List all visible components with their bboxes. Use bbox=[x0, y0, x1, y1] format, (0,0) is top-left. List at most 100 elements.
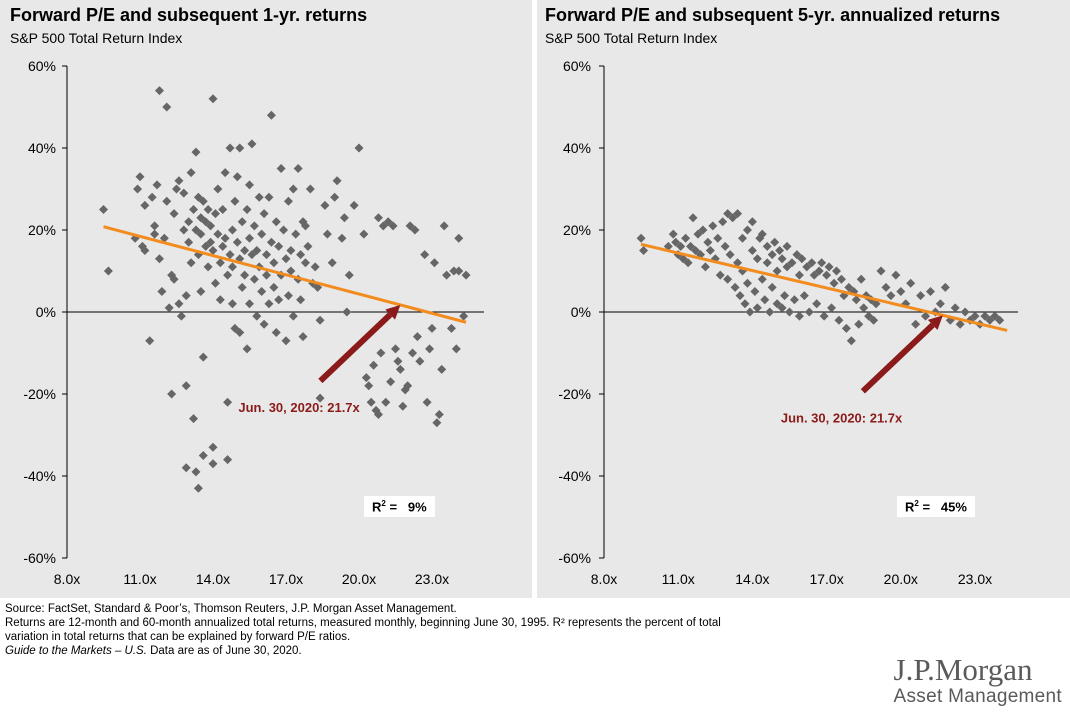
data-point bbox=[242, 344, 252, 354]
data-point bbox=[767, 250, 777, 260]
guide-note: Guide to the Markets – U.S. Data are as … bbox=[5, 644, 721, 658]
x-tick-label: 17.0x bbox=[809, 571, 843, 587]
data-point bbox=[208, 459, 218, 469]
data-point bbox=[262, 250, 272, 260]
x-tick-label: 23.0x bbox=[958, 571, 992, 587]
data-point bbox=[668, 229, 678, 239]
data-point bbox=[344, 270, 354, 280]
data-point bbox=[393, 356, 403, 366]
data-point bbox=[451, 344, 461, 354]
logo-wordmark: J.P.Morgan bbox=[893, 652, 1033, 687]
data-point bbox=[198, 352, 208, 362]
data-point bbox=[169, 274, 179, 284]
data-point bbox=[896, 287, 906, 296]
data-point bbox=[691, 246, 701, 255]
data-point bbox=[279, 225, 289, 235]
data-point bbox=[681, 233, 691, 243]
data-point bbox=[376, 348, 386, 358]
data-point bbox=[252, 246, 262, 255]
data-point bbox=[745, 307, 755, 317]
data-point bbox=[172, 184, 181, 194]
data-point bbox=[266, 237, 276, 247]
data-point bbox=[446, 323, 456, 333]
data-point bbox=[708, 221, 718, 231]
data-point bbox=[315, 393, 325, 403]
data-point bbox=[198, 451, 208, 460]
data-point bbox=[780, 291, 790, 301]
data-point bbox=[836, 274, 846, 284]
data-point bbox=[757, 274, 767, 284]
data-point bbox=[789, 295, 799, 305]
data-point bbox=[203, 205, 213, 214]
scatter-plot-1yr: 60% 40% 20% 0% -20% -40% -60% 8.0x 11.0x 14.0x 17.… bbox=[23, 58, 484, 587]
data-point bbox=[762, 258, 772, 268]
r-squared-value: 45% bbox=[940, 499, 967, 515]
data-point bbox=[288, 184, 298, 194]
y-tick-label: 60% bbox=[563, 58, 591, 74]
data-point bbox=[782, 262, 792, 272]
data-point bbox=[678, 254, 688, 264]
data-point bbox=[174, 176, 184, 186]
trend-line bbox=[103, 225, 467, 324]
data-point bbox=[762, 241, 772, 251]
data-point bbox=[225, 143, 235, 153]
data-point bbox=[283, 291, 293, 301]
chart-subtitle: S&P 500 Total Return Index bbox=[10, 30, 183, 46]
data-point bbox=[686, 241, 696, 251]
x-tick-label: 8.0x bbox=[591, 571, 617, 587]
data-point bbox=[725, 250, 735, 260]
data-point bbox=[639, 246, 649, 255]
data-point bbox=[259, 209, 269, 219]
data-point bbox=[366, 397, 376, 407]
data-point bbox=[276, 164, 286, 173]
data-point bbox=[337, 233, 347, 243]
data-point bbox=[688, 213, 698, 223]
data-point bbox=[785, 307, 794, 317]
data-point bbox=[140, 246, 150, 255]
chart-panel-5yr: Forward P/E and subsequent 5-yr. annuali… bbox=[537, 0, 1070, 598]
footnotes: Source: FactSet, Standard & Poor’s, Thom… bbox=[5, 602, 721, 658]
data-point bbox=[179, 188, 189, 198]
data-point bbox=[147, 192, 157, 202]
data-point bbox=[738, 233, 748, 243]
data-point bbox=[705, 246, 715, 255]
data-point bbox=[167, 389, 177, 399]
data-point bbox=[733, 209, 743, 219]
data-point bbox=[159, 233, 169, 243]
data-point bbox=[223, 455, 233, 465]
data-point bbox=[757, 229, 767, 239]
data-point bbox=[636, 233, 646, 243]
data-point bbox=[140, 200, 150, 210]
data-point bbox=[819, 311, 829, 321]
chart-panel-1yr: Forward P/E and subsequent 1-yr. returns… bbox=[0, 0, 532, 598]
data-point bbox=[245, 299, 254, 309]
data-point bbox=[995, 315, 1005, 325]
data-point bbox=[671, 237, 681, 247]
data-point bbox=[274, 295, 284, 305]
data-point bbox=[925, 287, 935, 296]
data-point bbox=[713, 233, 723, 243]
data-point bbox=[398, 401, 408, 411]
r-squared-box: R2 = 9% bbox=[364, 496, 435, 518]
data-point bbox=[298, 332, 308, 342]
data-point bbox=[227, 225, 237, 235]
y-tick-label: -60% bbox=[558, 550, 591, 566]
data-point bbox=[264, 299, 274, 309]
x-tick-label: 23.0x bbox=[415, 571, 449, 587]
guide-title: Guide to the Markets – U.S. bbox=[5, 645, 147, 657]
y-tick-label: -60% bbox=[23, 550, 56, 566]
data-point bbox=[391, 344, 400, 354]
data-point bbox=[203, 262, 213, 272]
data-point bbox=[364, 381, 374, 391]
data-point bbox=[133, 184, 143, 194]
data-point bbox=[772, 299, 782, 309]
data-point bbox=[181, 463, 191, 473]
y-tick-label: -40% bbox=[23, 468, 56, 484]
logo-tagline: Asset Management bbox=[893, 686, 1062, 707]
data-point bbox=[281, 336, 291, 346]
data-point bbox=[271, 217, 281, 227]
data-point bbox=[844, 282, 854, 292]
data-point bbox=[415, 356, 425, 366]
data-point bbox=[916, 291, 926, 301]
data-point bbox=[782, 241, 792, 251]
